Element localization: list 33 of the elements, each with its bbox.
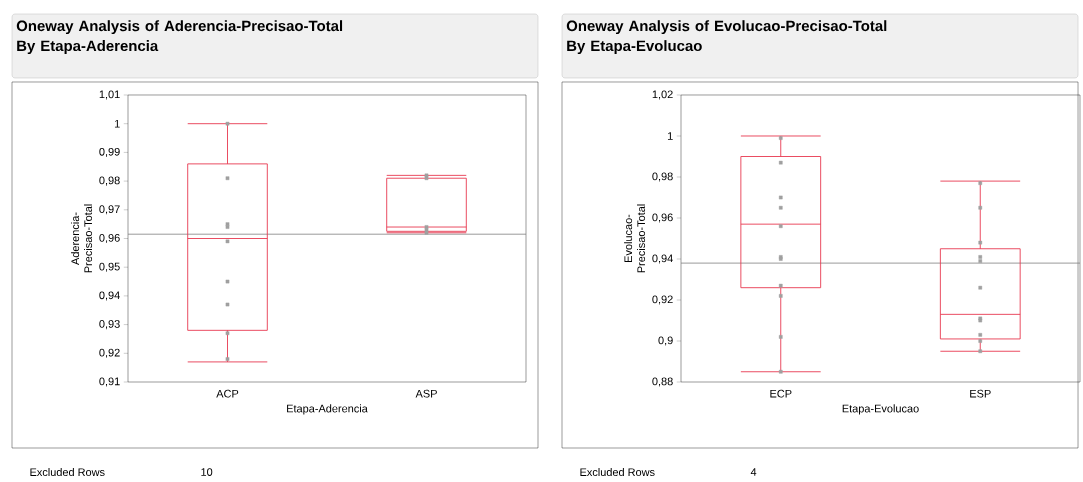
x-tick-label: ACP (216, 389, 239, 398)
y-tick-label: 0,98 (652, 172, 673, 182)
y-axis-title: Aderencia-Precisao-Total (71, 204, 93, 273)
y-tick-label: 0,94 (652, 254, 673, 264)
y-tick-label: 0,98 (99, 176, 120, 186)
y-tick-label: 0,96 (99, 233, 120, 244)
y-tick-label: 1,01 (99, 90, 120, 100)
y-tick-label: 0,93 (99, 320, 120, 330)
x-tick-label: ESP (970, 389, 991, 398)
text: 4 (750, 468, 757, 476)
y-tick-label: 1 (667, 132, 673, 140)
x-tick-label: ECP (770, 389, 792, 398)
text: 10 (201, 468, 213, 476)
y-tick-label: 0,99 (99, 147, 120, 157)
y-tick-label: 1 (114, 119, 120, 128)
chart-title: Oneway Analysis of Aderencia-Precisao-Total By Etapa-Aderencia (16, 20, 343, 55)
y-tick-label: 0,9 (658, 336, 673, 346)
y-tick-label: 0,97 (99, 205, 120, 215)
text: Excluded Rows (30, 467, 105, 477)
text: Excluded Rows (580, 467, 655, 477)
y-axis-title: Evolucao-Precisao-Total (624, 204, 646, 273)
y-tick-label: 0,92 (99, 348, 120, 358)
y-tick-label: 0,95 (99, 262, 120, 272)
y-tick-label: 0,94 (99, 291, 120, 301)
y-tick-label: 0,91 (99, 377, 120, 387)
y-tick-label: 0,96 (652, 213, 673, 223)
x-axis-title: Etapa-Aderencia (287, 404, 368, 415)
y-tick-label: 0,92 (652, 295, 673, 305)
x-axis-title: Etapa-Evolucao (842, 404, 919, 415)
chart-title: Oneway Analysis of Evolucao-Precisao-Total By Etapa-Evolucao (566, 20, 887, 55)
y-tick-label: 0,88 (652, 377, 673, 387)
x-tick-label: ASP (415, 389, 437, 398)
y-tick-label: 1,02 (652, 90, 673, 100)
